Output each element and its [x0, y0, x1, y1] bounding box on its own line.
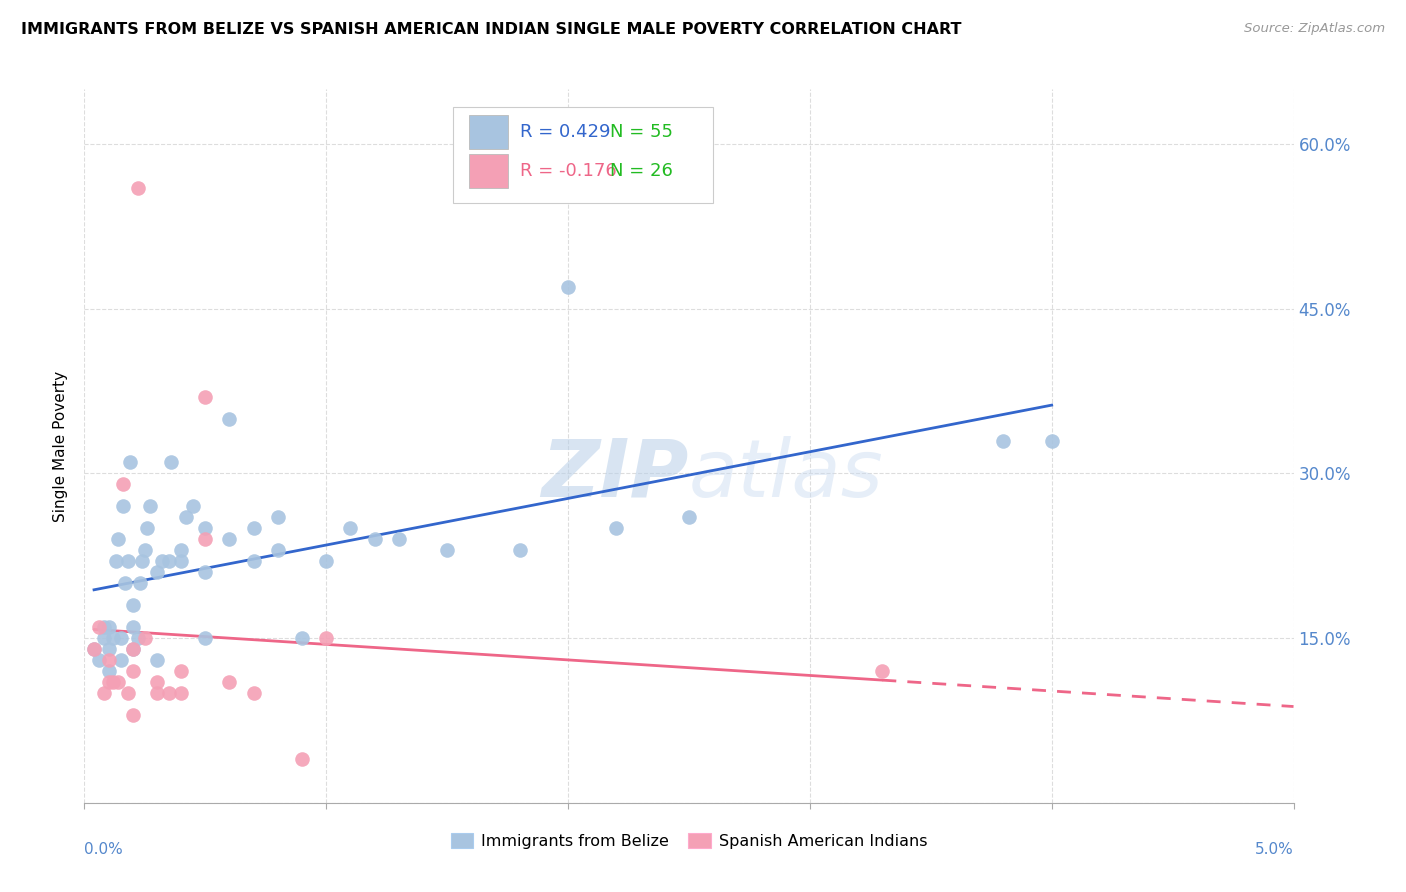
Point: [121, 708, 143, 723]
Point: [134, 631, 156, 645]
Point: [557, 280, 579, 294]
Point: [97, 642, 120, 657]
FancyBboxPatch shape: [468, 154, 508, 188]
Point: [127, 631, 149, 645]
Point: [121, 642, 143, 657]
Point: [136, 521, 159, 535]
Text: R = 0.429: R = 0.429: [520, 123, 610, 141]
Point: [97, 653, 120, 667]
Point: [114, 576, 136, 591]
Point: [129, 576, 152, 591]
FancyBboxPatch shape: [453, 107, 713, 203]
Point: [110, 653, 132, 667]
Point: [150, 554, 173, 568]
Point: [194, 390, 217, 404]
Point: [678, 510, 700, 524]
Point: [131, 554, 153, 568]
Point: [170, 543, 193, 558]
Point: [83, 642, 105, 657]
Point: [218, 533, 240, 547]
Text: 0.0%: 0.0%: [84, 842, 124, 857]
Point: [436, 543, 458, 558]
Point: [107, 675, 129, 690]
Point: [117, 554, 139, 568]
Point: [107, 533, 129, 547]
Point: [121, 664, 143, 678]
Point: [120, 455, 142, 469]
Point: [174, 510, 197, 524]
Point: [87, 620, 110, 634]
Point: [103, 631, 125, 645]
Point: [112, 477, 135, 491]
Point: [157, 686, 180, 700]
Point: [160, 455, 183, 469]
Point: [993, 434, 1015, 448]
Point: [291, 752, 314, 766]
Point: [339, 521, 361, 535]
Text: N = 26: N = 26: [610, 162, 673, 180]
Point: [146, 686, 169, 700]
Text: ZIP: ZIP: [541, 435, 689, 514]
Point: [93, 631, 115, 645]
Point: [103, 675, 125, 690]
Point: [267, 543, 290, 558]
Point: [138, 500, 160, 514]
Point: [242, 686, 264, 700]
Point: [157, 554, 180, 568]
Point: [388, 533, 411, 547]
Point: [242, 554, 264, 568]
Point: [509, 543, 531, 558]
Point: [170, 664, 193, 678]
Text: N = 55: N = 55: [610, 123, 673, 141]
Point: [112, 500, 135, 514]
Point: [146, 653, 169, 667]
Point: [121, 598, 143, 612]
Point: [97, 664, 120, 678]
Point: [134, 543, 156, 558]
Point: [1040, 434, 1063, 448]
Point: [605, 521, 627, 535]
Point: [146, 675, 169, 690]
Point: [127, 181, 149, 195]
Legend: Immigrants from Belize, Spanish American Indians: Immigrants from Belize, Spanish American…: [444, 827, 934, 855]
Point: [194, 521, 217, 535]
Point: [267, 510, 290, 524]
Text: 5.0%: 5.0%: [1254, 842, 1294, 857]
Point: [194, 566, 217, 580]
Point: [93, 686, 115, 700]
Point: [170, 554, 193, 568]
Text: R = -0.176: R = -0.176: [520, 162, 616, 180]
Point: [97, 675, 120, 690]
Text: atlas: atlas: [689, 435, 884, 514]
Point: [87, 653, 110, 667]
Point: [315, 631, 337, 645]
Point: [218, 411, 240, 425]
Point: [110, 631, 132, 645]
Point: [315, 554, 337, 568]
Point: [104, 554, 127, 568]
Point: [181, 500, 204, 514]
Point: [194, 631, 217, 645]
Point: [242, 521, 264, 535]
Point: [363, 533, 385, 547]
Y-axis label: Single Male Poverty: Single Male Poverty: [53, 370, 69, 522]
Point: [121, 620, 143, 634]
Point: [194, 533, 217, 547]
Point: [218, 675, 240, 690]
Point: [146, 566, 169, 580]
Point: [93, 620, 115, 634]
Point: [83, 642, 105, 657]
Text: Source: ZipAtlas.com: Source: ZipAtlas.com: [1244, 22, 1385, 36]
Point: [872, 664, 894, 678]
Point: [291, 631, 314, 645]
Point: [97, 620, 120, 634]
Point: [117, 686, 139, 700]
Point: [170, 686, 193, 700]
FancyBboxPatch shape: [468, 115, 508, 149]
Text: IMMIGRANTS FROM BELIZE VS SPANISH AMERICAN INDIAN SINGLE MALE POVERTY CORRELATIO: IMMIGRANTS FROM BELIZE VS SPANISH AMERIC…: [21, 22, 962, 37]
Point: [121, 642, 143, 657]
